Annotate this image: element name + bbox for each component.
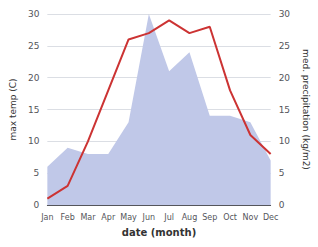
svg-text:Jul: Jul xyxy=(163,213,174,222)
svg-text:Jan: Jan xyxy=(40,213,53,222)
svg-text:Mar: Mar xyxy=(80,213,96,222)
svg-text:Oct: Oct xyxy=(223,213,237,222)
svg-text:Aug: Aug xyxy=(182,213,198,222)
svg-text:25: 25 xyxy=(28,41,39,51)
svg-text:0: 0 xyxy=(34,200,40,210)
svg-text:10: 10 xyxy=(28,136,40,146)
svg-text:Dec: Dec xyxy=(263,213,278,222)
svg-text:30: 30 xyxy=(279,9,291,19)
svg-text:Apr: Apr xyxy=(101,213,116,222)
svg-text:5: 5 xyxy=(279,168,285,178)
svg-text:Feb: Feb xyxy=(61,213,75,222)
svg-text:max temp (C): max temp (C) xyxy=(8,78,18,140)
svg-text:15: 15 xyxy=(28,105,39,115)
svg-text:0: 0 xyxy=(279,200,285,210)
svg-text:10: 10 xyxy=(279,136,291,146)
svg-text:Jun: Jun xyxy=(142,213,156,222)
svg-text:med. precipitation (kg/m2): med. precipitation (kg/m2) xyxy=(301,49,311,170)
svg-text:30: 30 xyxy=(28,9,40,19)
svg-text:25: 25 xyxy=(279,41,290,51)
svg-text:Sep: Sep xyxy=(202,213,217,222)
svg-text:20: 20 xyxy=(279,73,291,83)
svg-text:15: 15 xyxy=(279,105,290,115)
svg-text:Nov: Nov xyxy=(243,213,259,222)
svg-text:date (month): date (month) xyxy=(122,227,196,238)
svg-text:5: 5 xyxy=(34,168,40,178)
svg-text:20: 20 xyxy=(28,73,40,83)
svg-text:May: May xyxy=(120,213,137,222)
